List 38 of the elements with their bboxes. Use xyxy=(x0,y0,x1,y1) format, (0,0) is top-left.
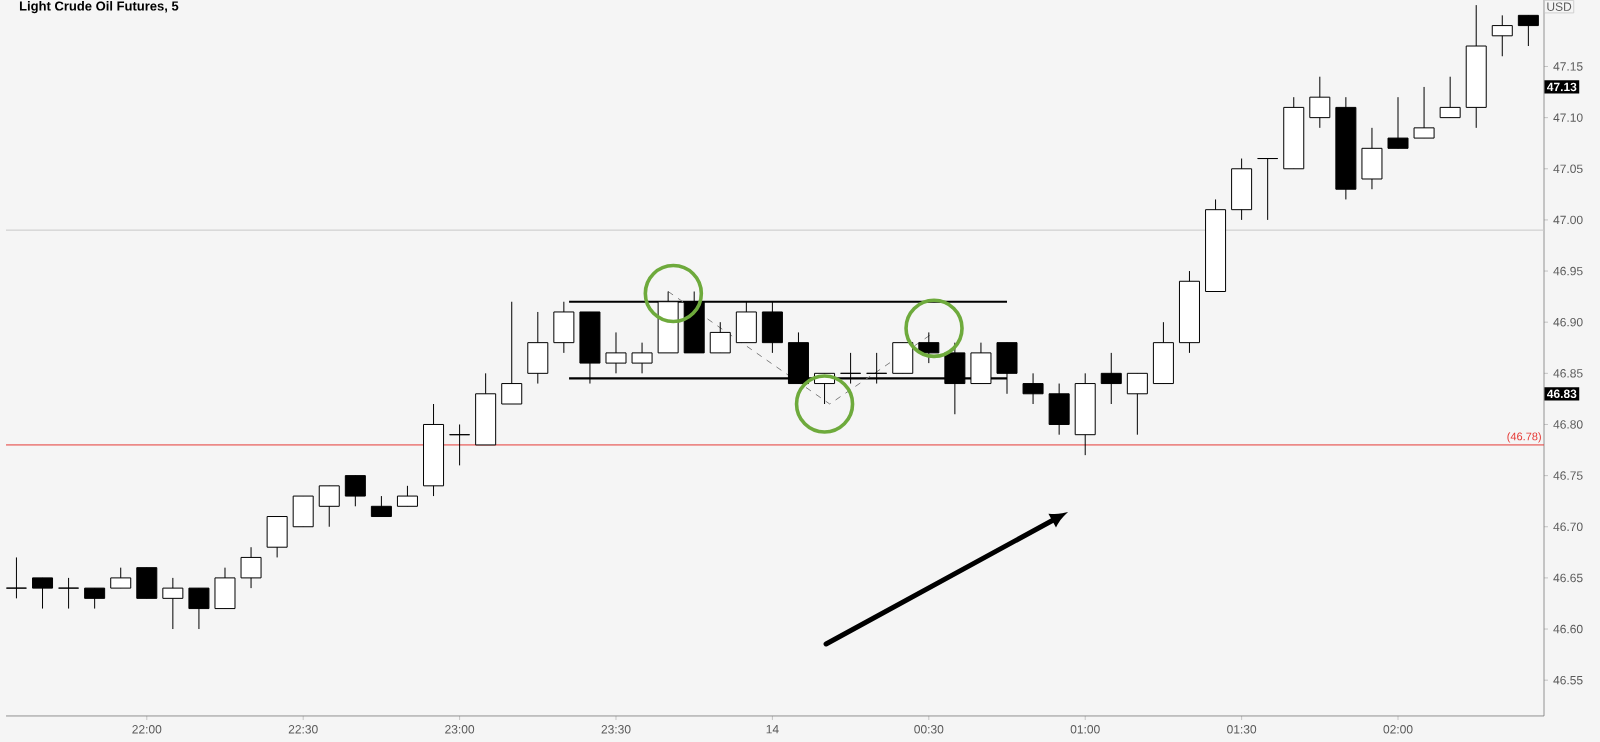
candlestick xyxy=(631,342,653,374)
candlestick xyxy=(292,495,314,528)
candlestick xyxy=(553,301,575,354)
candlestick xyxy=(1439,76,1461,119)
candlestick xyxy=(344,475,366,507)
candlestick xyxy=(318,485,340,528)
candlestick xyxy=(1100,352,1122,405)
candlestick xyxy=(1231,158,1253,221)
candlestick xyxy=(1413,86,1435,139)
candlestick xyxy=(527,311,549,385)
candlestick xyxy=(214,567,236,610)
candlestick xyxy=(1309,76,1331,129)
candlestick xyxy=(1387,96,1409,149)
candlestick xyxy=(240,546,262,589)
candlestick xyxy=(1517,14,1539,47)
candlestick xyxy=(1152,321,1174,385)
candlestick xyxy=(1361,127,1383,190)
candlestick xyxy=(110,567,132,589)
candlestick xyxy=(162,577,184,630)
candlestick xyxy=(32,577,54,610)
candlestick xyxy=(1257,158,1279,221)
candlestick xyxy=(396,485,418,507)
candlestick xyxy=(918,331,940,364)
candlestick xyxy=(266,516,288,558)
candlestick xyxy=(84,587,106,610)
candlestick xyxy=(605,331,627,374)
candlestick xyxy=(709,321,731,354)
candlestick xyxy=(5,556,27,599)
candlestick xyxy=(1491,14,1513,57)
candlestick xyxy=(370,495,392,518)
candlestick xyxy=(1022,372,1044,405)
candlestick xyxy=(1126,372,1148,436)
candlestick xyxy=(501,301,523,405)
candlestick xyxy=(1048,383,1070,436)
candlestick xyxy=(136,567,158,599)
candlestick xyxy=(58,577,80,610)
candlestick xyxy=(188,587,210,630)
candlestick xyxy=(449,423,471,466)
